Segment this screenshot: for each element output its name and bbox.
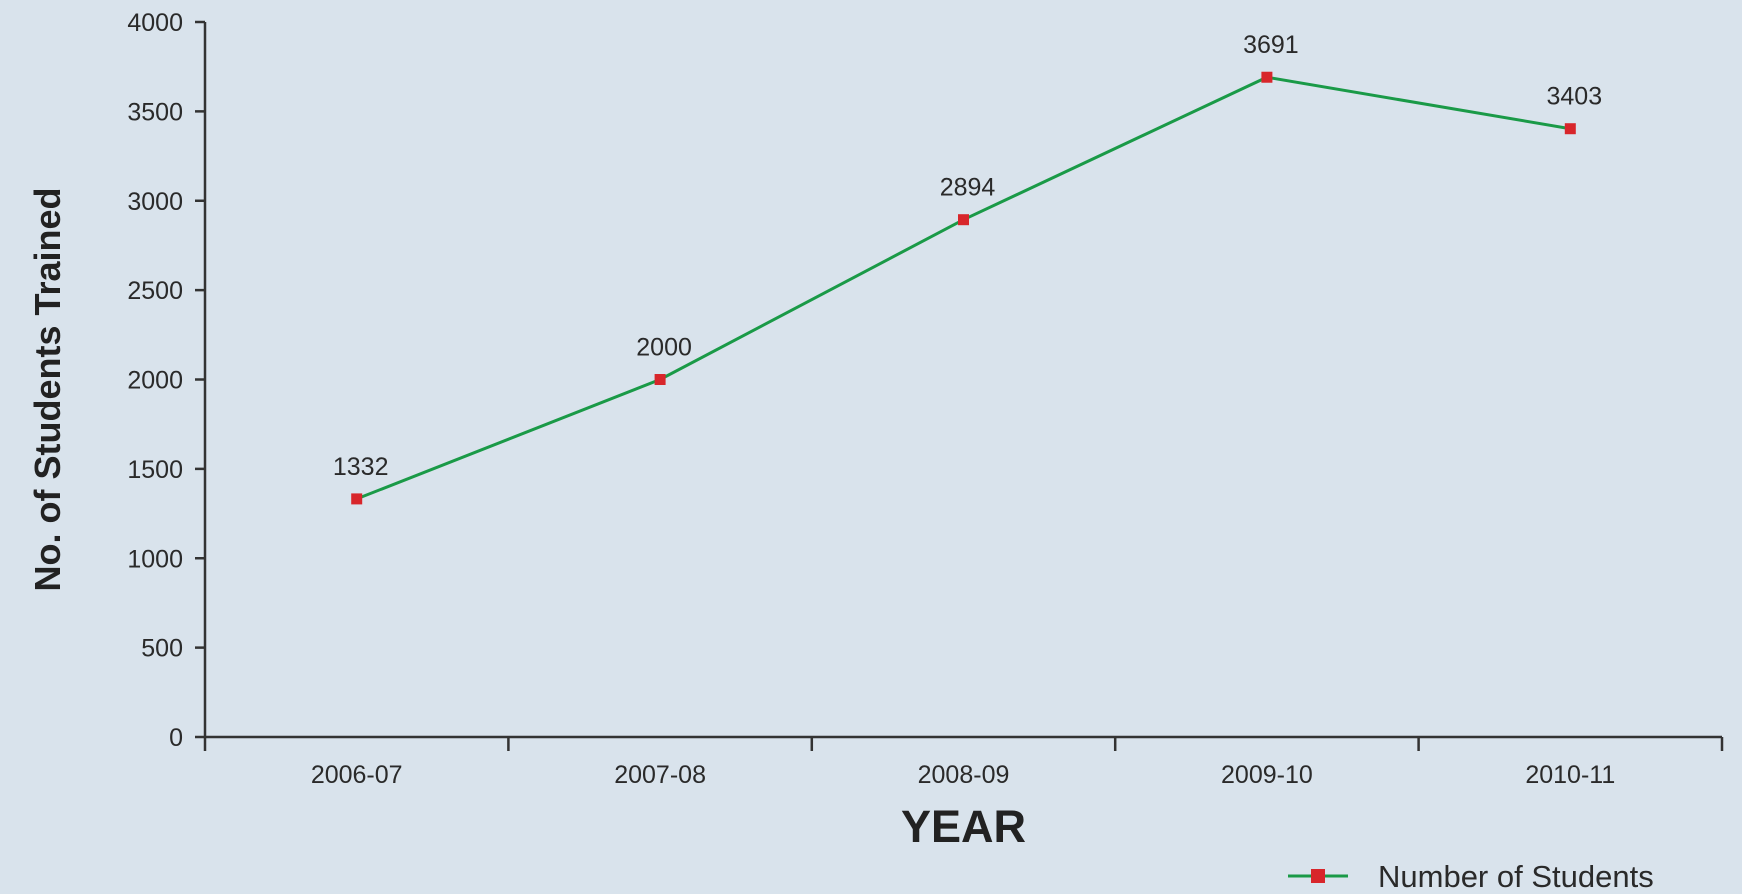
x-ticks: 2006-07 2007-08 2008-09 2009-10 2010-11 (203, 737, 1724, 789)
x-axis-title: YEAR (901, 801, 1026, 852)
y-tick-label: 3000 (127, 188, 183, 216)
y-tick-label: 2500 (127, 277, 183, 305)
data-label: 3403 (1546, 83, 1602, 111)
x-tick-label: 2008-09 (918, 761, 1010, 789)
data-point-marker (654, 374, 666, 385)
data-labels: 1332 2000 2894 3691 3403 (333, 31, 1602, 481)
data-point-marker (1564, 123, 1576, 135)
legend: Number of Students (1288, 859, 1654, 894)
y-tick-label: 4000 (127, 9, 183, 37)
y-tick-label: 1000 (127, 545, 183, 573)
x-tick-label: 2009-10 (1221, 761, 1313, 789)
data-point-marker (1261, 71, 1273, 83)
y-ticks: 0 500 1000 1500 2000 2500 3000 3500 4000 (127, 9, 205, 752)
data-label: 2000 (636, 334, 692, 362)
y-tick-label: 500 (141, 635, 183, 663)
series-line (356, 75, 1571, 501)
data-point-marker (351, 493, 363, 505)
y-tick-label: 2000 (127, 367, 183, 395)
data-point-marker (958, 214, 969, 226)
x-tick-label: 2010-11 (1525, 761, 1615, 789)
data-label: 1332 (333, 453, 389, 481)
data-label: 3691 (1243, 31, 1299, 59)
series-number-of-students (351, 71, 1576, 505)
x-tick-label: 2007-08 (614, 761, 706, 789)
y-axis-title: No. of Students Trained (27, 187, 68, 591)
y-tick-label: 3500 (127, 98, 183, 126)
y-tick-label: 0 (169, 724, 183, 752)
legend-marker-swatch (1311, 869, 1325, 883)
y-tick-label: 1500 (127, 456, 183, 484)
legend-label: Number of Students (1378, 859, 1654, 894)
x-tick-label: 2006-07 (311, 761, 403, 789)
axes (203, 22, 1722, 739)
data-label: 2894 (940, 174, 996, 202)
